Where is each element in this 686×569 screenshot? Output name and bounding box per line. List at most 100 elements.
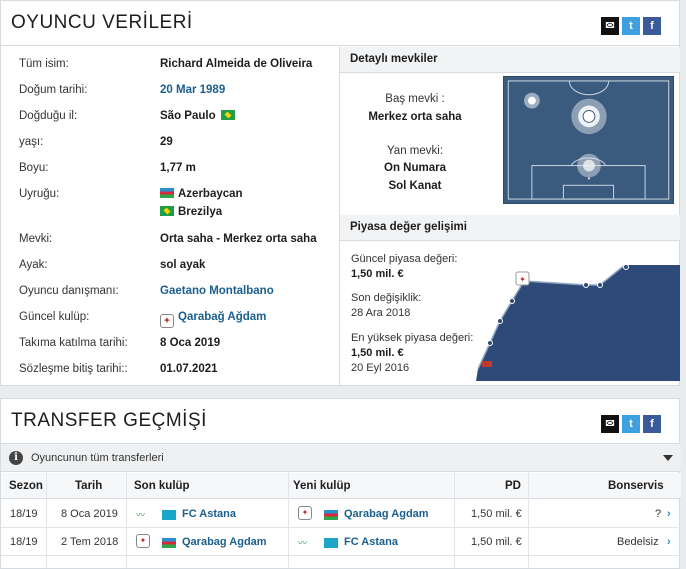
current-value-label: Güncel piyasa değeri: [351,253,458,265]
nationality-1: Azerbaycan [178,188,243,200]
fact-key: Boyu: [19,162,49,174]
nationality-2: Brezilya [178,206,223,218]
azerbaijan-flag-icon [162,538,176,548]
side-position-label: Yan mevki: [386,145,444,157]
to-club-link[interactable]: Qarabag Agdam [344,508,429,520]
fact-key: Sözleşme bitiş tarihi:: [19,363,128,375]
side-position-2: Sol Kanat [388,180,442,192]
chevron-right-icon[interactable]: › [667,536,671,548]
fact-value: Richard Almeida de Oliveira [160,58,313,70]
fact-row-height: Boyu: 1,77 m [19,162,337,182]
transfer-row[interactable]: 18/19 2 Tem 2018 ✦ Qarabag Agdam 〰 FC As… [1,528,681,556]
transfer-title: TRANSFER GEÇMİŞİ [11,410,207,431]
club-crest-icon [515,271,530,286]
fact-row-age: yaşı: 29 [19,136,337,156]
position-markers [524,92,607,178]
market-value-panel: Güncel piyasa değeri: 1,50 mil. € Son de… [340,241,680,411]
fact-value: 8 Oca 2019 [160,337,221,349]
from-club-link[interactable]: FC Astana [182,508,236,520]
chevron-right-icon[interactable]: › [667,508,671,520]
positions-header: Detaylı mevkiler [340,47,680,73]
market-point [509,298,515,304]
current-value: 1,50 mil. € [351,268,404,280]
mail-icon[interactable]: ✉ [601,17,619,35]
transfer-history-box: TRANSFER GEÇMİŞİ ✉ t f i Oyuncunun tüm t… [0,398,681,569]
mail-icon[interactable]: ✉ [601,415,619,433]
fact-key: Doğum tarihi: [19,84,88,96]
twitter-icon[interactable]: t [622,17,640,35]
fact-row-current-club: Güncel kulüp: ✦ Qarabağ Ağdam [19,311,337,331]
fact-row-position: Mevki: Orta saha - Merkez orta saha [19,233,337,253]
fact-value: Orta saha - Merkez orta saha [160,233,317,245]
market-point [583,282,589,288]
chevron-down-icon[interactable] [663,455,673,461]
fact-key: Doğduğu il: [19,110,78,122]
column-divider [288,473,289,568]
season: 18/19 [10,536,38,548]
current-club-text: Qarabağ Ağdam [178,311,267,323]
fact-key: Ayak: [19,259,48,271]
col-to-club: Yeni kulüp [293,480,351,492]
transfer-table-header: Sezon Tarih Son kulüp Yeni kulüp PD Bons… [1,473,681,499]
market-value: 1,50 mil. € [471,508,522,520]
birth-place-text: São Paulo [160,110,216,122]
date: 8 Oca 2019 [61,508,118,520]
club-crest-icon: ✦ [160,314,174,328]
fact-value: 1,77 m [160,162,196,174]
main-position-value: Merkez orta saha [368,111,462,123]
to-club-link[interactable]: FC Astana [344,536,398,548]
col-market-value: PD [505,480,521,492]
fee: ? [655,508,662,520]
all-transfers-toggle[interactable]: i Oyuncunun tüm transferleri [1,444,681,472]
positions-panel: Baş mevki : Merkez orta saha Yan mevki: … [340,73,680,215]
market-point [623,265,629,270]
col-from-club: Son kulüp [134,480,190,492]
player-data-header: OYUNCU VERİLERİ ✉ t f [1,1,679,46]
col-season: Sezon [9,480,43,492]
facebook-icon[interactable]: f [643,415,661,433]
market-value-header: Piyasa değer gelişimi [340,215,680,241]
fact-row-joined: Takıma katılma tarihi: 8 Oca 2019 [19,337,337,357]
column-divider [46,473,47,568]
fact-key: yaşı: [19,136,44,148]
fact-value: 29 [160,136,173,148]
main-position-label: Baş mevki : [385,93,445,105]
highest-value: 1,50 mil. € [351,347,404,359]
info-icon: i [9,451,23,465]
agent-link[interactable]: Gaetano Montalbano [160,285,274,297]
fact-key: Uyruğu: [19,188,60,200]
fact-key: Mevki: [19,233,53,245]
fact-row-agent: Oyuncu danışmanı: Gaetano Montalbano [19,285,337,305]
svg-text:✦: ✦ [519,275,526,284]
fact-row-nationality: Uyruğu: Azerbaycan Brezilya [19,188,337,228]
brazil-flag-icon [160,206,174,216]
side-position-1: On Numara [384,162,446,174]
share-buttons: ✉ t f [601,415,661,433]
market-point [497,318,503,324]
market-point [597,282,603,288]
fact-value-2: Brezilya [160,206,222,218]
from-club-link[interactable]: Qarabag Agdam [182,536,267,548]
azerbaijan-flag-icon [160,188,174,198]
fact-value: sol ayak [160,259,206,271]
azerbaijan-flag-icon [324,510,338,520]
birth-date-link[interactable]: 20 Mar 1989 [160,84,226,96]
all-transfers-label: Oyuncunun tüm transferleri [31,452,164,464]
astana-logo-icon: 〰 [136,510,146,520]
column-divider [126,473,127,568]
fact-row-full-name: Tüm isim: Richard Almeida de Oliveira [19,58,337,78]
last-change-label: Son değişiklik: [351,292,422,304]
transfer-row[interactable]: 18/19 8 Oca 2019 〰 FC Astana ✦ Qarabag A… [1,500,681,528]
astana-logo-icon: 〰 [298,538,308,548]
col-date: Tarih [75,480,103,492]
fact-value: 01.07.2021 [160,363,218,375]
fact-key: Güncel kulüp: [19,311,90,323]
fact-row-contract: Sözleşme bitiş tarihi:: 01.07.2021 [19,363,337,383]
market-value: 1,50 mil. € [471,536,522,548]
twitter-icon[interactable]: t [622,415,640,433]
kazakhstan-flag-icon [162,510,176,520]
current-club-link[interactable]: ✦ Qarabağ Ağdam [160,311,266,328]
market-value-chart: ✦ [476,265,680,381]
facebook-icon[interactable]: f [643,17,661,35]
player-data-title: OYUNCU VERİLERİ [11,12,193,33]
